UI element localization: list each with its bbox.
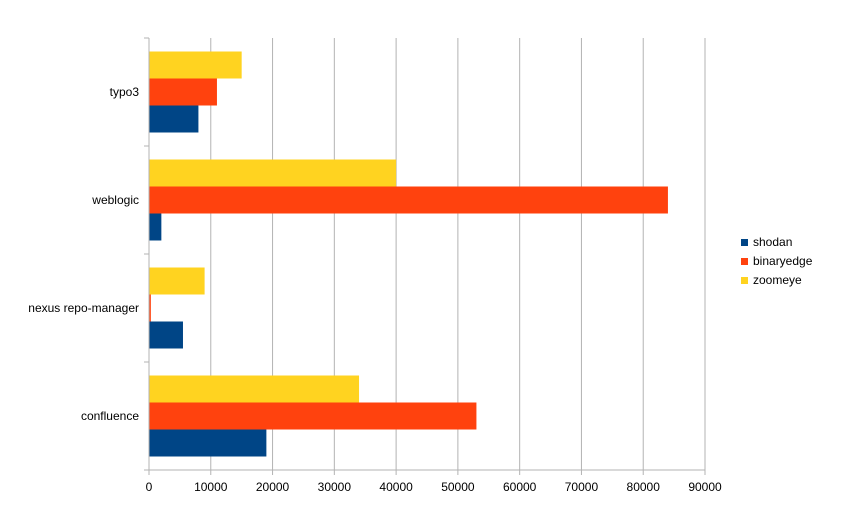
axes xyxy=(144,37,706,475)
x-tick-label: 50000 xyxy=(441,480,475,494)
bar-shodan-weblogic xyxy=(149,213,162,241)
legend-swatch-zoomeye xyxy=(741,277,748,284)
x-tick-label: 40000 xyxy=(379,480,413,494)
grid xyxy=(210,38,706,470)
category-label: nexus repo-manager xyxy=(28,301,139,315)
x-tick-label: 70000 xyxy=(565,480,599,494)
legend-label-shodan: shodan xyxy=(753,235,792,249)
legend: shodan binaryedge zoomeye xyxy=(741,235,813,287)
bar-zoomeye-typo3 xyxy=(149,51,242,79)
legend-label-zoomeye: zoomeye xyxy=(753,273,802,287)
bar-shodan-confluence xyxy=(149,429,267,457)
x-tick-label: 10000 xyxy=(194,480,228,494)
x-tick-label: 0 xyxy=(146,480,153,494)
bar-binaryedge-typo3 xyxy=(149,78,217,106)
category-labels: typo3 weblogic nexus repo-manager confluenc… xyxy=(28,85,139,423)
bar-shodan-typo3 xyxy=(149,105,199,133)
x-tick-label: 90000 xyxy=(688,480,722,494)
legend-swatch-shodan xyxy=(741,239,748,246)
category-label: confluence xyxy=(81,409,139,423)
bars xyxy=(149,51,668,457)
category-label: weblogic xyxy=(91,193,139,207)
x-tick-label: 60000 xyxy=(503,480,537,494)
bar-binaryedge-confluence xyxy=(149,402,477,430)
bar-binaryedge-nexus-repo-manager xyxy=(149,294,151,322)
x-tick-label: 20000 xyxy=(256,480,290,494)
x-tick-labels: 0 10000 20000 30000 40000 50000 60000 70000 8000… xyxy=(146,480,722,494)
x-tick-label: 80000 xyxy=(627,480,661,494)
bar-shodan-nexus-repo-manager xyxy=(149,321,183,349)
category-label: typo3 xyxy=(110,85,140,99)
legend-swatch-binaryedge xyxy=(741,258,748,265)
bar-zoomeye-weblogic xyxy=(149,159,397,187)
legend-label-binaryedge: binaryedge xyxy=(753,254,813,268)
bar-zoomeye-nexus-repo-manager xyxy=(149,267,205,295)
bar-binaryedge-weblogic xyxy=(149,186,668,214)
x-tick-label: 30000 xyxy=(318,480,352,494)
bar-zoomeye-confluence xyxy=(149,375,360,403)
